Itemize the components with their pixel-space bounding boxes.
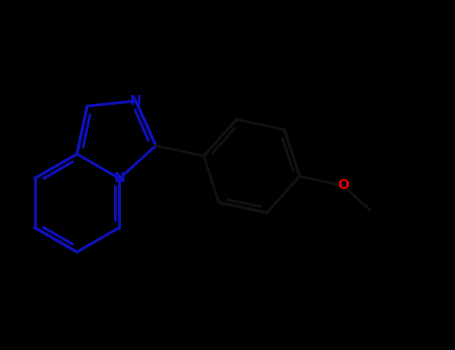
Text: O: O [337,178,349,192]
Text: N: N [114,172,125,186]
Text: N: N [130,94,142,108]
